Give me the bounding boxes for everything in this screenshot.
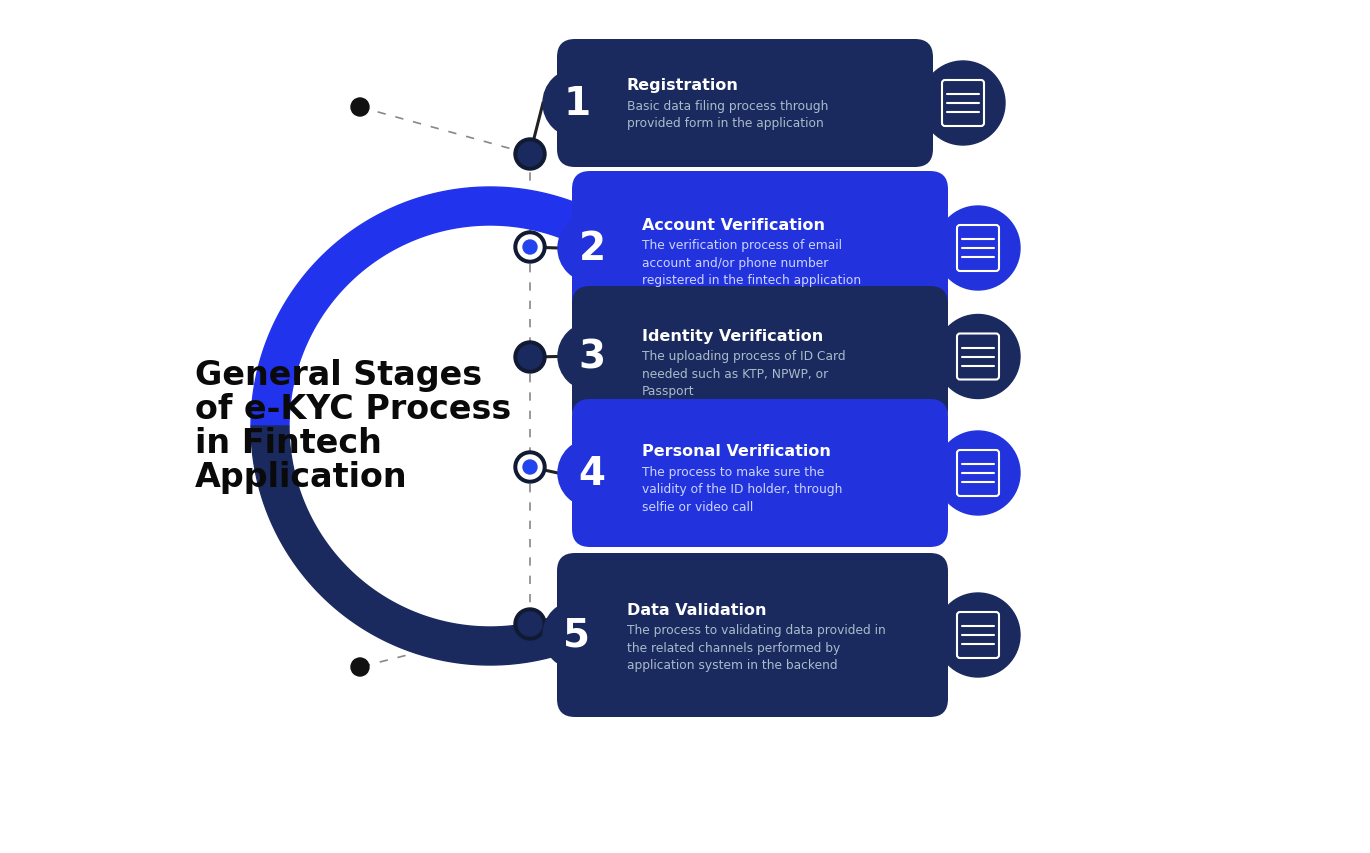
- Circle shape: [936, 315, 1021, 399]
- Circle shape: [558, 439, 626, 508]
- Circle shape: [351, 659, 369, 676]
- Text: The verification process of email
account and/or phone number
registered in the : The verification process of email accoun…: [643, 239, 862, 287]
- Text: Identity Verification: Identity Verification: [643, 328, 823, 344]
- Text: Basic data filing process through
provided form in the application: Basic data filing process through provid…: [627, 100, 829, 130]
- Text: 2: 2: [578, 229, 606, 268]
- Circle shape: [514, 341, 547, 374]
- Text: 4: 4: [578, 455, 606, 492]
- Circle shape: [543, 601, 611, 670]
- Text: 1: 1: [563, 85, 590, 123]
- FancyBboxPatch shape: [573, 399, 948, 548]
- Text: Personal Verification: Personal Verification: [643, 444, 830, 459]
- Text: The process to make sure the
validity of the ID holder, through
selfie or video : The process to make sure the validity of…: [643, 465, 843, 513]
- Circle shape: [936, 432, 1021, 515]
- FancyBboxPatch shape: [573, 287, 948, 427]
- Circle shape: [518, 456, 543, 479]
- Circle shape: [936, 206, 1021, 291]
- Circle shape: [936, 594, 1021, 677]
- Text: The uploading process of ID Card
needed such as KTP, NPWP, or
Passport: The uploading process of ID Card needed …: [643, 350, 845, 398]
- Circle shape: [518, 142, 543, 167]
- Text: The process to validating data provided in
the related channels performed by
app: The process to validating data provided …: [627, 624, 886, 671]
- Circle shape: [514, 451, 547, 484]
- Circle shape: [518, 235, 543, 259]
- Text: of e-KYC Process: of e-KYC Process: [195, 393, 511, 426]
- Circle shape: [558, 215, 626, 282]
- Circle shape: [523, 241, 537, 255]
- Circle shape: [514, 608, 547, 641]
- Polygon shape: [251, 426, 590, 665]
- Text: 5: 5: [563, 616, 590, 654]
- Text: Registration: Registration: [627, 78, 738, 93]
- Polygon shape: [251, 188, 590, 426]
- Text: 3: 3: [578, 338, 606, 376]
- Text: General Stages: General Stages: [195, 359, 482, 392]
- Circle shape: [523, 461, 537, 474]
- Text: in Fintech: in Fintech: [195, 427, 382, 460]
- Circle shape: [543, 70, 611, 138]
- Text: Account Verification: Account Verification: [643, 218, 825, 233]
- Circle shape: [558, 323, 626, 391]
- FancyBboxPatch shape: [558, 554, 948, 717]
- Circle shape: [518, 612, 543, 636]
- FancyBboxPatch shape: [573, 171, 948, 326]
- Text: Data Validation: Data Validation: [627, 602, 766, 618]
- Circle shape: [514, 139, 547, 171]
- FancyBboxPatch shape: [558, 40, 933, 168]
- Circle shape: [518, 345, 543, 369]
- Circle shape: [514, 232, 547, 264]
- Circle shape: [351, 99, 369, 117]
- Circle shape: [921, 62, 1006, 146]
- Text: Application: Application: [195, 461, 408, 494]
